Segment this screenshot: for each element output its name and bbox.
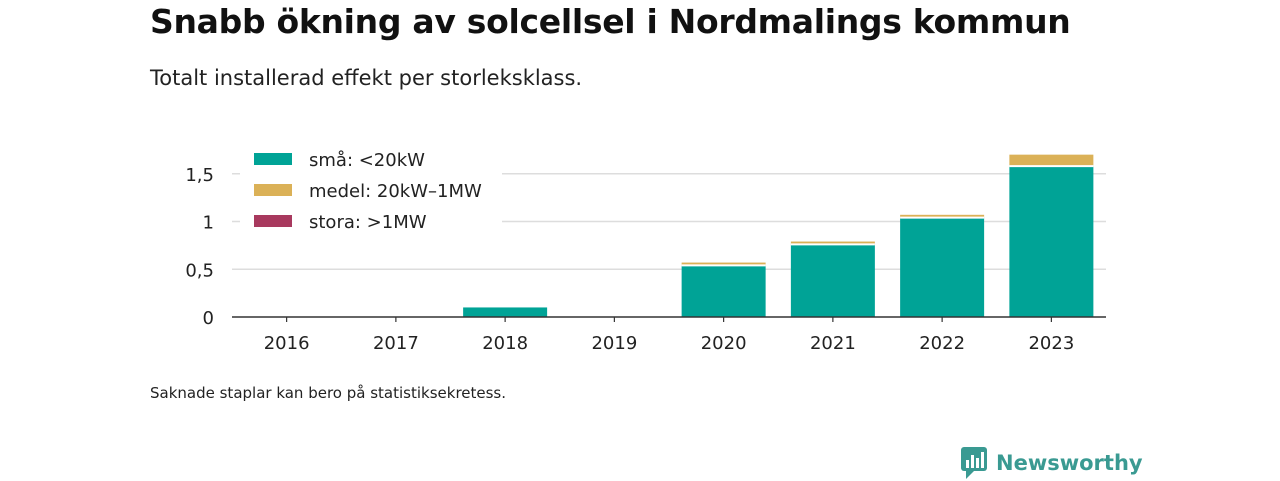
y-axis-ticks: 0 0,5 1 1,5 [185,165,214,329]
bar-2023-series-1 [1009,154,1094,167]
bars [463,154,1094,317]
y-tick-label: 0,5 [185,260,214,281]
legend: små: <20kW medel: 20kW–1MW stora: >1MW [240,144,502,242]
bar-2022-series-0 [900,217,985,317]
chart-title: Snabb ökning av solcellsel i Nordmalings… [150,2,1071,41]
legend-label: stora: >1MW [309,212,427,233]
bar-2020-series-0 [681,265,766,317]
bar-2018-series-0 [463,307,548,317]
legend-swatch [254,215,292,227]
x-tick-label: 2021 [810,333,856,354]
x-axis-ticks: 2016 2017 2018 2019 2020 2021 2022 2023 [264,317,1074,354]
x-tick-label: 2023 [1028,333,1074,354]
bar-2020-series-1 [681,262,766,266]
legend-label: små: <20kW [309,150,425,171]
bar-2021-series-1 [790,241,875,245]
x-tick-label: 2020 [701,333,747,354]
legend-swatch [254,184,292,196]
brand-logo: Newsworthy [960,445,1143,481]
bar-2021-series-0 [790,244,875,317]
newsworthy-logo-icon [961,447,987,479]
x-tick-label: 2017 [373,333,419,354]
chart-subtitle: Totalt installerad effekt per storlekskl… [150,66,583,90]
brand-name: Newsworthy [996,451,1143,475]
bar-2023-series-0 [1009,166,1094,317]
footnote: Saknade staplar kan bero på statistiksek… [150,384,507,402]
legend-swatch [254,153,292,165]
legend-label: medel: 20kW–1MW [309,181,482,202]
bar-2022-series-1 [900,214,985,218]
x-tick-label: 2019 [591,333,637,354]
x-tick-label: 2018 [482,333,528,354]
y-tick-label: 1 [203,213,214,234]
y-tick-label: 0 [203,308,214,329]
y-tick-label: 1,5 [185,165,214,186]
bar-chart: 0 0,5 1 1,5 2016 2017 2018 2019 2020 2021 2022 202… [185,144,1106,354]
x-tick-label: 2016 [264,333,310,354]
x-tick-label: 2022 [919,333,965,354]
